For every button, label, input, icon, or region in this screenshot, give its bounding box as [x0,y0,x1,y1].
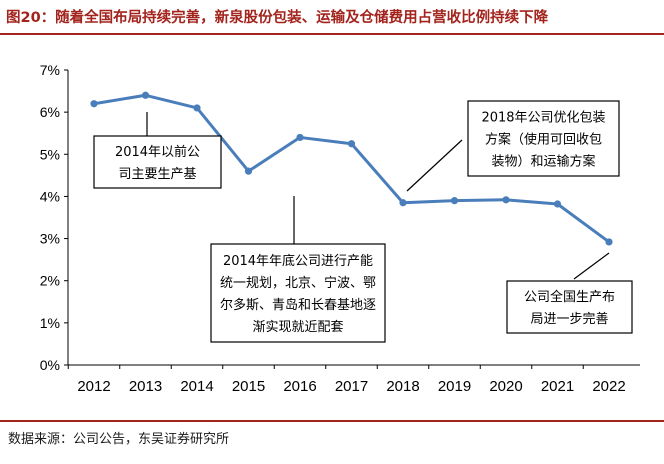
x-tick-label: 2015 [232,378,265,395]
data-point [141,91,150,99]
y-tick-label: 7% [40,62,60,78]
y-tick-label: 1% [40,315,60,331]
data-point [450,197,459,205]
annotation-text: 司主要生产基 [118,167,196,182]
annotation-text: 2014年以前公 [115,144,200,160]
x-tick-label: 2020 [489,378,522,395]
data-point [90,100,98,108]
annotation-box [93,135,222,189]
annotation-text: 2018年公司优化包装 [481,111,605,126]
annotation-leader [573,252,610,280]
x-tick-label: 2012 [77,378,110,395]
y-tick-label: 5% [40,146,60,162]
x-tick-label: 2021 [541,378,574,395]
annotation-text: 方案（使用可回收包 [485,132,602,148]
y-tick-label: 0% [40,357,60,373]
data-point [399,199,407,207]
x-tick-label: 2016 [283,378,316,395]
x-tick-label: 2014 [180,378,213,395]
axes: 0% 1% 2% 3% 4% 5% 6% 7% 2012 2013 2014 2015 2016 2017… [40,62,640,395]
annotation-text: 尔多斯、青岛和长春基地逐 [220,297,376,313]
y-tick-label: 6% [40,104,60,120]
data-point [193,104,201,112]
data-point [605,238,613,246]
annotation-box [210,243,386,343]
annotation-text: 局进一步完善 [530,311,608,327]
annotation-text: 渐实现就近配套 [252,319,343,335]
y-tick-label: 3% [40,231,60,247]
y-tick-label: 2% [40,273,60,289]
annotation-box [506,280,633,334]
x-tick-label: 2017 [335,378,368,395]
annotation-text: 公司全国生产布 [524,289,615,305]
data-point [244,167,253,175]
x-tick-label: 2018 [386,378,419,395]
figure-title: 图20：随着全国布局持续完善，新泉股份包装、运输及仓储费用占营收比例持续下降 [6,10,549,26]
annotation-box [467,100,620,177]
annotation-leader [406,139,463,192]
data-point [347,140,356,148]
series [90,91,613,246]
annotation-text: 统一规划，北京、宁波、鄂 [220,275,376,291]
source-rule [0,420,664,422]
x-tick-label: 2013 [129,378,162,395]
data-point [296,133,304,142]
x-tick-label: 2019 [438,378,471,395]
x-tick-label: 2022 [592,378,625,395]
annotation-text: 2014年年底公司进行产能 [223,253,373,269]
title-rule [0,33,664,35]
data-point [553,200,562,208]
y-tick-label: 4% [40,188,60,204]
annotation-text: 装物）和运输方案 [491,154,595,170]
source-note: 数据来源：公司公告，东吴证券研究所 [8,432,230,447]
data-point [502,196,510,204]
line-chart: 0% 1% 2% 3% 4% 5% 6% 7% 2012 2013 2014 2015 2016 2017… [40,62,640,395]
